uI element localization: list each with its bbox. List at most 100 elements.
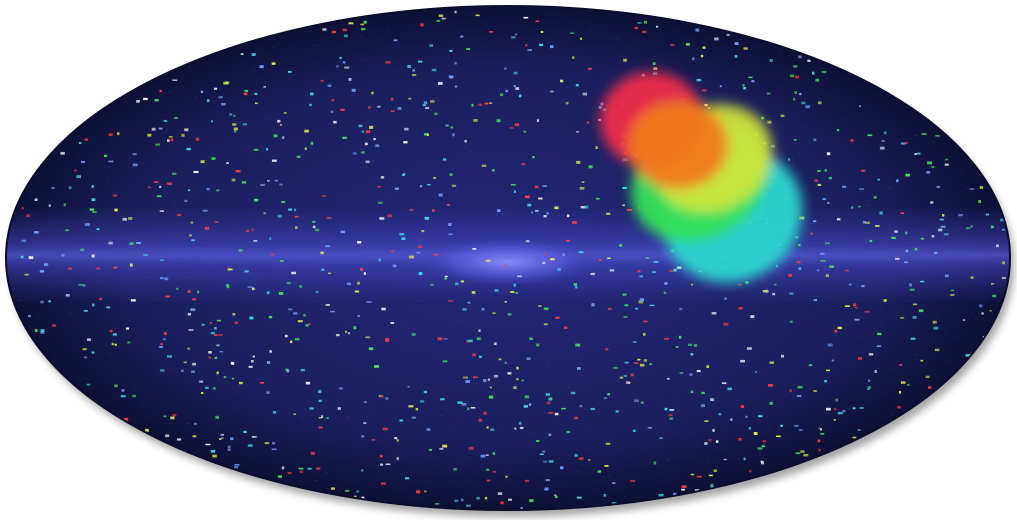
filament-speck [858, 336, 860, 337]
filament-speck [609, 72, 612, 74]
point-source [439, 447, 444, 450]
point-source [347, 332, 350, 335]
filament-speck [596, 84, 599, 86]
filament-speck [265, 322, 268, 324]
filament-speck [780, 48, 783, 50]
point-source [912, 303, 918, 306]
filament-speck [431, 339, 434, 341]
point-source [363, 272, 366, 275]
point-source [382, 427, 388, 431]
filament-speck [460, 154, 464, 156]
point-source [136, 100, 140, 103]
point-source [348, 78, 352, 81]
point-source [251, 228, 254, 231]
point-source [881, 140, 885, 142]
point-source [219, 350, 224, 353]
filament-speck [474, 356, 478, 358]
point-source [905, 173, 910, 177]
point-source [494, 289, 499, 292]
point-source [309, 103, 312, 107]
point-source [544, 487, 549, 491]
point-source [481, 164, 487, 167]
filament-speck [818, 96, 820, 98]
filament-speck [720, 387, 723, 389]
point-source [813, 390, 817, 392]
filament-speck [105, 345, 108, 346]
filament-speck [555, 162, 559, 164]
point-source [854, 306, 858, 309]
point-source [867, 386, 871, 389]
filament-speck [525, 158, 528, 160]
point-source [748, 427, 752, 430]
point-source [330, 310, 335, 313]
point-source [318, 416, 322, 419]
point-source [195, 137, 200, 141]
point-source [730, 418, 733, 421]
filament-speck [234, 346, 238, 348]
point-source [320, 79, 324, 82]
point-source [481, 307, 485, 311]
filament-speck [155, 187, 158, 189]
filament-speck [276, 72, 280, 74]
point-source [504, 301, 507, 303]
point-source [776, 435, 781, 438]
point-source [271, 448, 277, 451]
point-source [285, 368, 289, 371]
point-source [168, 136, 173, 138]
filament-speck [304, 193, 307, 195]
point-source [810, 232, 813, 235]
point-source [507, 313, 512, 316]
point-source [554, 206, 559, 210]
filament-speck [553, 41, 555, 43]
point-source [598, 106, 602, 109]
filament-speck [850, 200, 852, 202]
point-source [247, 286, 253, 288]
filament-speck [231, 145, 233, 146]
filament-speck [247, 394, 250, 396]
filament-speck [805, 379, 809, 381]
filament-speck [488, 43, 490, 45]
point-source [590, 407, 596, 411]
filament-speck [715, 67, 718, 69]
point-source [869, 239, 873, 243]
point-source [566, 431, 571, 433]
filament-speck [914, 134, 918, 136]
point-source [206, 188, 210, 191]
filament-speck [141, 405, 144, 407]
filament-speck [231, 187, 234, 189]
point-source [700, 404, 705, 408]
filament-speck [205, 163, 207, 165]
point-source [497, 209, 501, 212]
point-source [499, 93, 504, 97]
point-source [176, 213, 182, 217]
filament-speck [620, 198, 623, 200]
point-source [623, 374, 627, 377]
point-source [996, 244, 999, 248]
filament-speck [748, 389, 750, 391]
point-source [426, 428, 431, 431]
point-source [757, 447, 763, 450]
point-source [322, 194, 326, 197]
point-source [918, 309, 924, 313]
filament-speck [545, 395, 548, 397]
filament-speck [966, 187, 970, 189]
point-source [637, 270, 641, 273]
point-source [836, 218, 841, 221]
point-source [807, 59, 811, 62]
filament-speck [518, 75, 522, 77]
filament-speck [99, 334, 102, 336]
point-source [588, 165, 593, 169]
point-source [539, 453, 544, 456]
filament-speck [114, 325, 117, 327]
point-source [438, 82, 443, 85]
point-source [114, 384, 118, 388]
point-source [850, 139, 854, 142]
filament-speck [627, 457, 629, 459]
point-source [212, 387, 216, 390]
point-source [914, 153, 917, 155]
filament-speck [307, 370, 310, 372]
point-source [34, 198, 38, 201]
point-source [409, 209, 414, 211]
point-source [531, 211, 534, 214]
point-source [595, 146, 598, 149]
